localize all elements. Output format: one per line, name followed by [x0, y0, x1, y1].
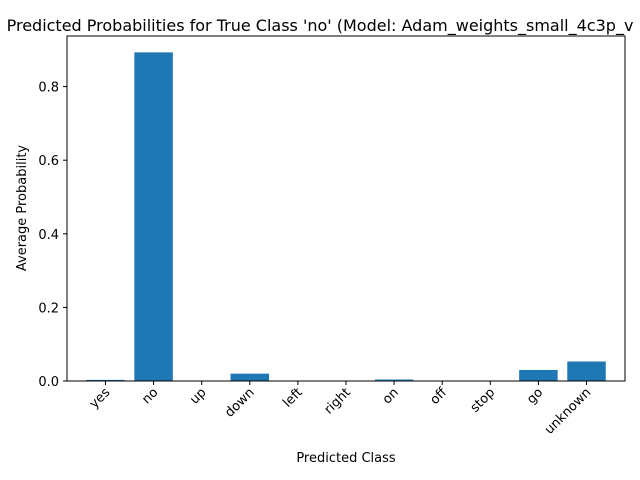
x-tick-label-off: off: [427, 384, 450, 407]
x-tick-label-right: right: [322, 385, 354, 417]
x-tick-label-yes: yes: [87, 385, 114, 412]
x-tick-label-up: up: [187, 385, 209, 407]
bar-unknown: [567, 361, 606, 381]
chart-title: Predicted Probabilities for True Class '…: [7, 16, 634, 36]
y-tick-label: 0.6: [38, 154, 59, 169]
x-tick-label-unknown: unknown: [542, 385, 594, 437]
y-tick-label: 0.2: [38, 301, 59, 316]
plot-frame: [66, 35, 626, 382]
x-axis-label: Predicted Class: [296, 451, 396, 466]
x-tick-label-on: on: [380, 385, 402, 407]
bar-no: [134, 52, 173, 381]
y-tick-label: 0.8: [38, 81, 59, 96]
x-tick-label-no: no: [139, 385, 161, 407]
y-axis-label: Average Probability: [15, 145, 30, 272]
x-tick-label-stop: stop: [468, 385, 498, 415]
y-tick-label: 0.0: [38, 375, 59, 390]
bar-yes: [86, 379, 125, 381]
y-axis-ticks: 0.0 0.2 0.4 0.6 0.8: [38, 81, 67, 390]
x-tick-label-go: go: [524, 385, 546, 407]
y-tick-label: 0.4: [38, 228, 59, 243]
bar-down: [230, 373, 270, 381]
x-tick-label-down: down: [222, 385, 257, 420]
bar-on: [374, 379, 414, 381]
x-tick-label-left: left: [280, 385, 306, 411]
bar-go: [519, 369, 558, 381]
bars-group: [86, 52, 606, 382]
